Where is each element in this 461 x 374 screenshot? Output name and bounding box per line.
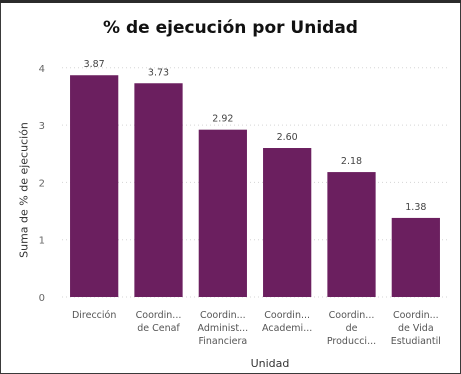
bar bbox=[134, 83, 183, 298]
bar bbox=[70, 75, 119, 297]
chart-title: % de ejecución por Unidad bbox=[103, 18, 358, 38]
data-label: 1.38 bbox=[405, 202, 426, 213]
data-label: 3.73 bbox=[148, 67, 169, 78]
data-label: 3.87 bbox=[84, 59, 105, 70]
x-tick-label: Coordin... Academi... bbox=[262, 310, 312, 334]
y-tick-label: 2 bbox=[39, 178, 45, 189]
data-label: 2.92 bbox=[212, 114, 233, 125]
bar bbox=[327, 172, 376, 297]
y-tick-label: 3 bbox=[39, 121, 45, 132]
y-tick-label: 0 bbox=[39, 293, 45, 304]
x-tick-label: Coordin... de Cenaf bbox=[136, 310, 182, 334]
x-tick-label: Coordin... Administ... Financiera bbox=[198, 310, 249, 347]
data-label: 2.18 bbox=[341, 156, 362, 167]
x-tick-label: Dirección bbox=[72, 310, 116, 321]
y-tick-label: 1 bbox=[39, 236, 45, 247]
x-tick-label: Coordin... de Producci... bbox=[327, 310, 376, 347]
top-border bbox=[0, 0, 461, 3]
bar bbox=[391, 217, 440, 297]
x-tick-label: Coordin... de Vida Estudiantil bbox=[391, 310, 441, 347]
data-label: 2.60 bbox=[277, 132, 298, 143]
bar bbox=[263, 148, 312, 297]
y-tick-label: 4 bbox=[39, 64, 45, 75]
bar bbox=[198, 129, 247, 297]
x-axis-label: Unidad bbox=[250, 357, 290, 370]
